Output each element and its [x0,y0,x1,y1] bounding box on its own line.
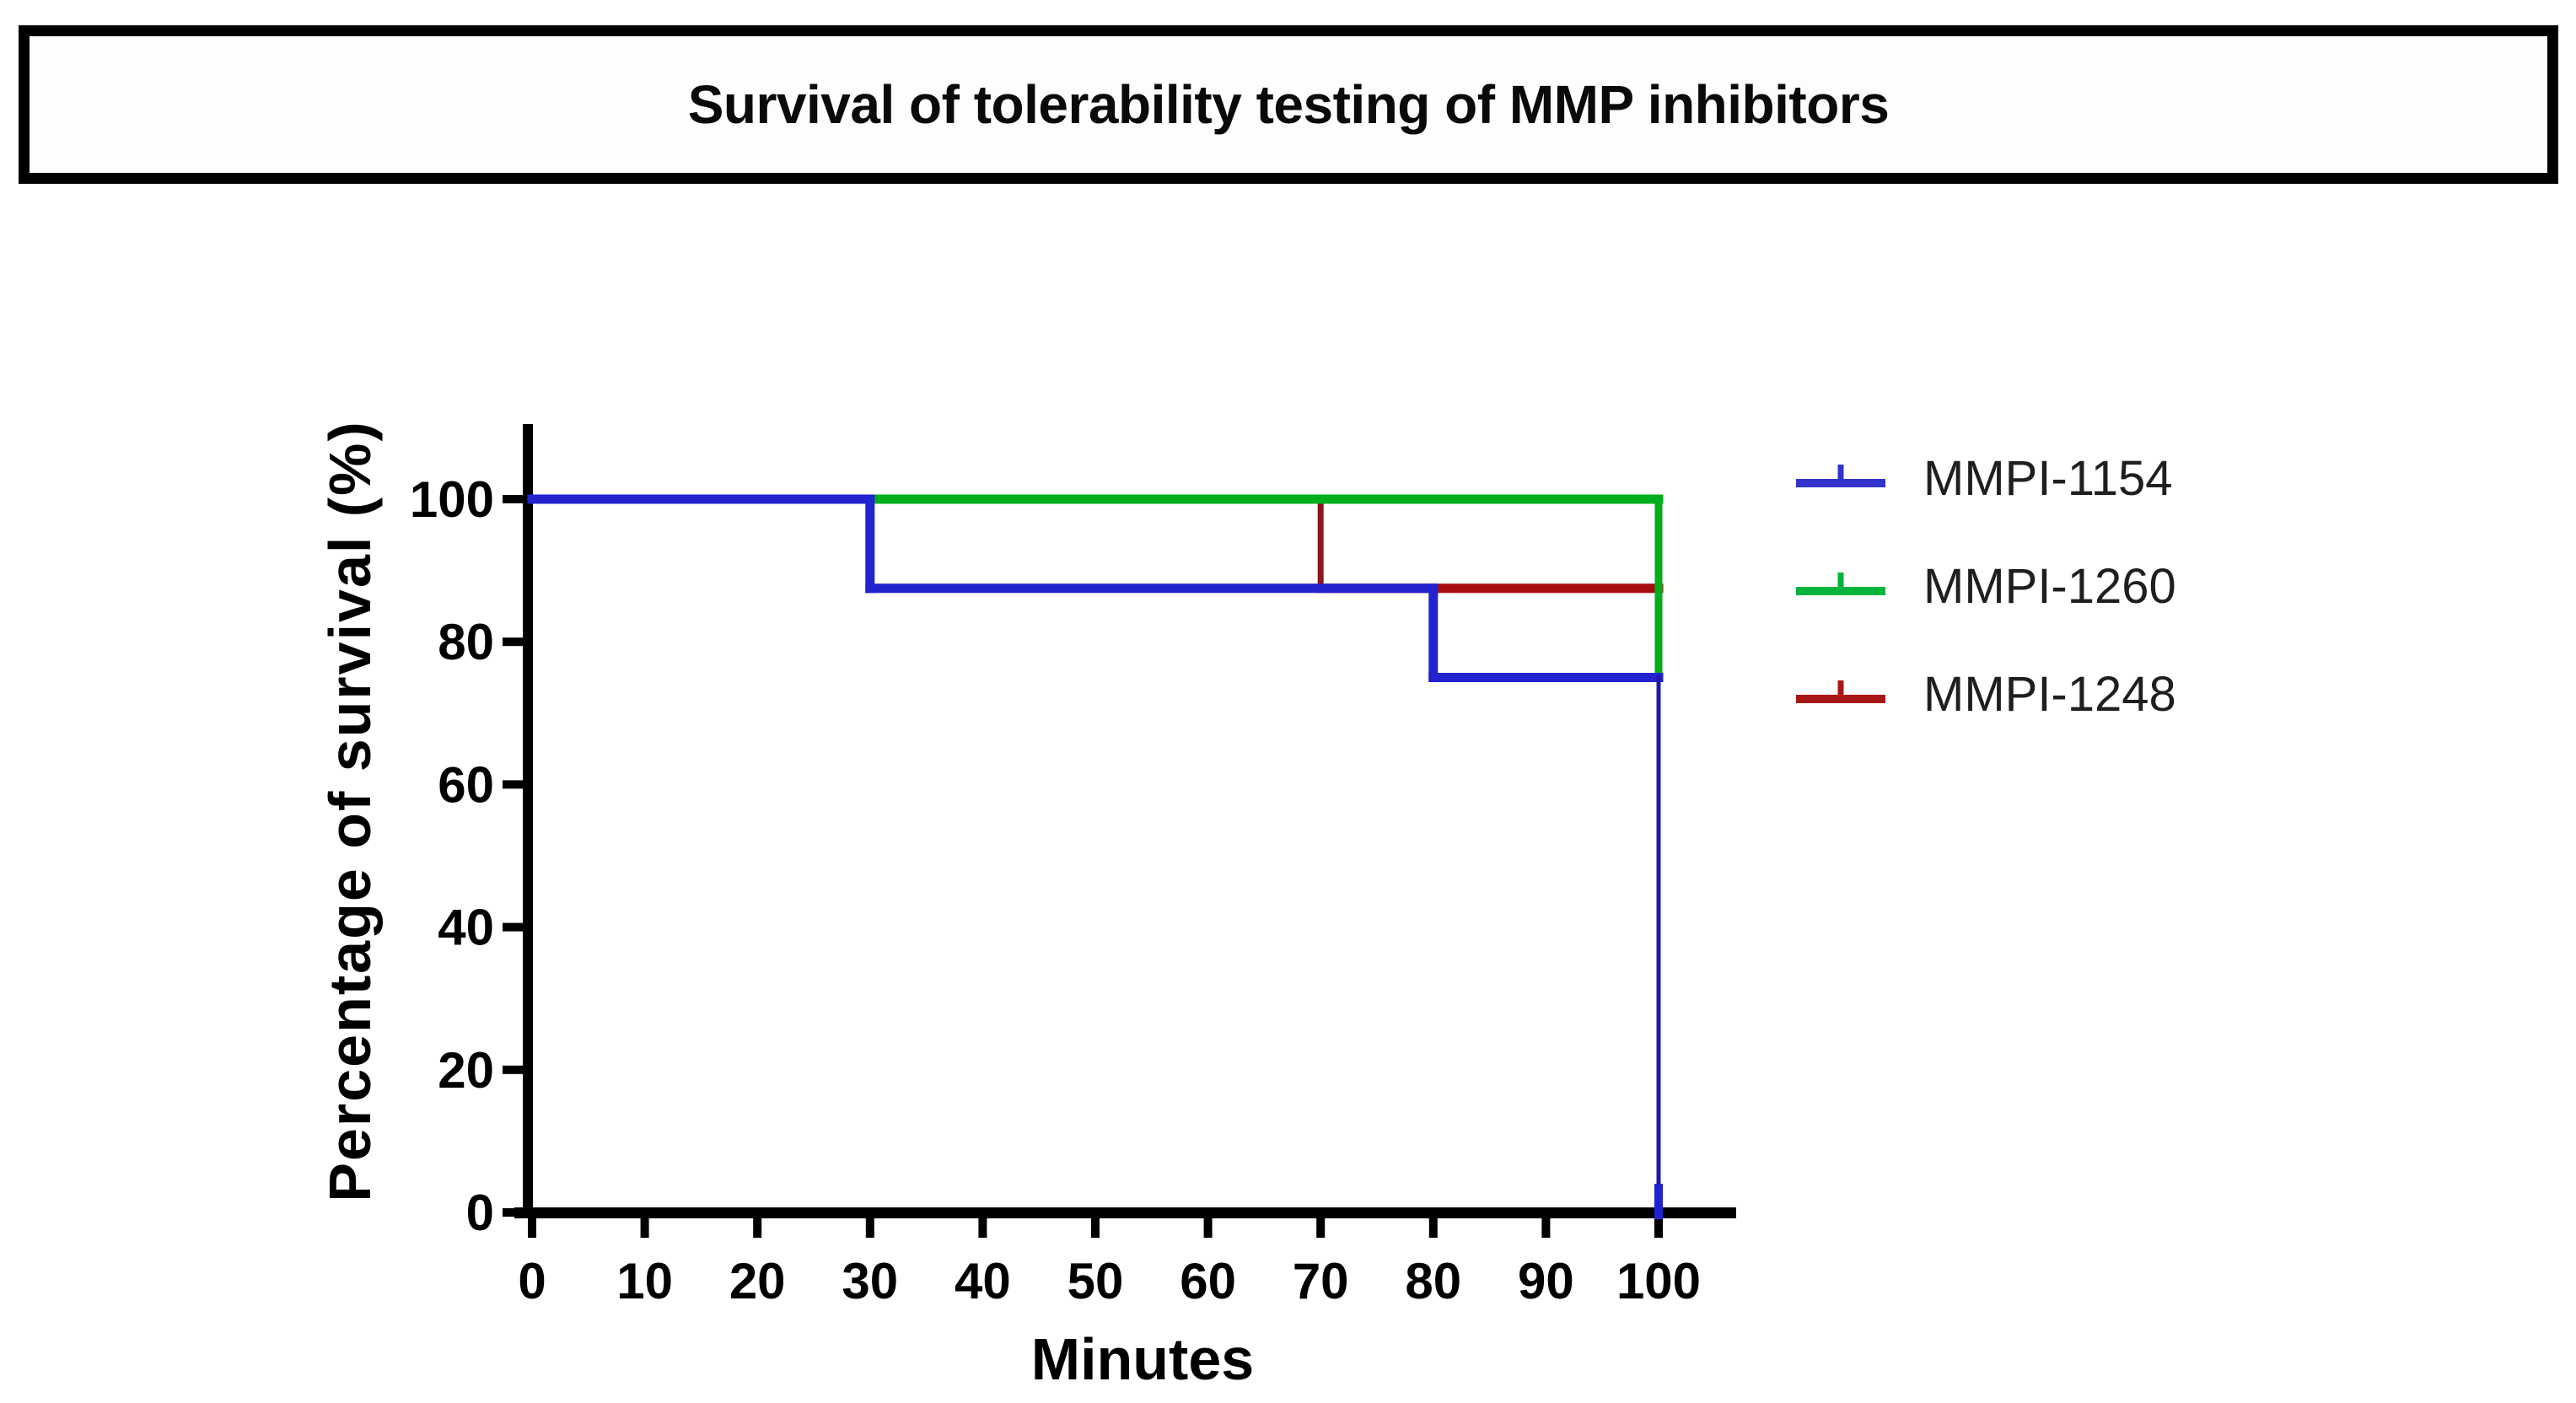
y-tick [503,1065,524,1074]
legend-line-marker-icon [1796,680,1885,703]
x-tick-label: 90 [1518,1253,1574,1309]
legend-line-marker-icon [1796,465,1885,487]
legend-label: MMPI-1154 [1923,450,2173,506]
y-tick-label: 0 [466,1185,494,1241]
x-tick-label: 10 [616,1253,673,1309]
x-tick-label: 20 [729,1253,786,1309]
chart-title-box: Survival of tolerability testing of MMP … [19,25,2558,184]
x-tick-label: 80 [1405,1253,1461,1309]
legend-line-marker-icon [1796,572,1885,595]
x-tick [1203,1212,1213,1238]
x-tick-label: 70 [1293,1253,1349,1309]
x-tick [1428,1212,1438,1238]
x-tick-label: 50 [1068,1253,1124,1309]
y-tick-label: 40 [438,900,494,956]
y-tick-label: 80 [438,614,494,670]
x-axis-spine [514,1207,1736,1218]
x-axis-title: Minutes [1030,1326,1255,1392]
y-tick-label: 60 [438,756,494,813]
y-tick [503,1208,524,1217]
x-tick-label: 100 [1616,1253,1701,1309]
legend-label: MMPI-1260 [1923,558,2176,614]
x-tick [753,1212,762,1238]
x-tick [1654,1212,1663,1238]
end-censor-tick-MMPI-1154 [1654,1184,1663,1219]
y-tick [503,922,524,932]
y-axis-spine [523,424,533,1218]
x-tick-label: 60 [1180,1253,1236,1309]
legend-item-MMPI-1260: MMPI-1260 [1794,532,2176,640]
y-tick [503,495,524,503]
y-tick-label: 100 [410,471,494,528]
y-tick [503,780,524,789]
chart-title: Survival of tolerability testing of MMP … [687,74,1890,135]
x-tick [1091,1212,1100,1238]
x-tick [1541,1212,1551,1238]
legend-item-MMPI-1248: MMPI-1248 [1794,640,2176,748]
x-tick [865,1212,874,1238]
y-tick [503,637,524,647]
legend: MMPI-1154 MMPI-1260 MMPI-1248 [1794,424,2176,748]
x-tick [528,1212,536,1238]
y-tick-label: 20 [438,1042,494,1099]
x-tick-label: 30 [842,1253,898,1309]
x-tick [640,1212,649,1238]
legend-item-MMPI-1154: MMPI-1154 [1794,424,2176,532]
x-tick [978,1212,987,1238]
legend-label: MMPI-1248 [1923,666,2176,722]
x-tick-label: 40 [955,1253,1011,1309]
x-tick [1316,1212,1326,1238]
x-tick-label: 0 [518,1253,546,1309]
y-axis-title: Percentage of survival (%) [317,420,383,1202]
